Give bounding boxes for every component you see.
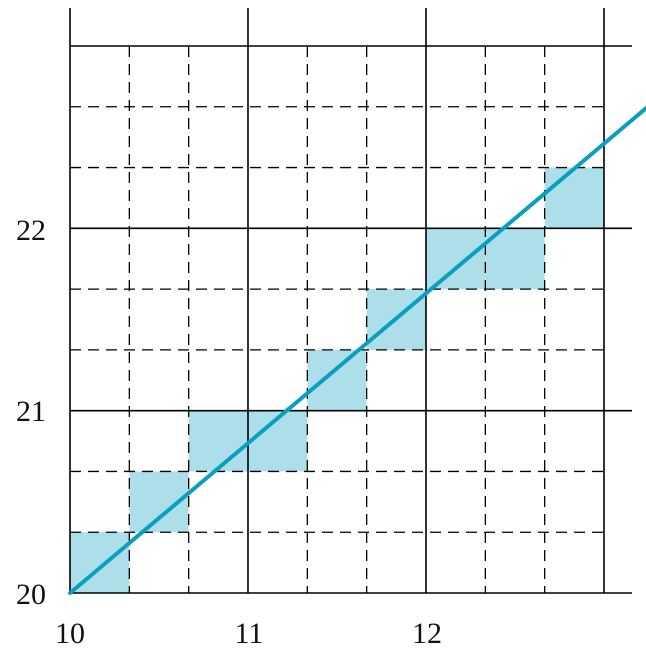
highlighted-cell	[426, 228, 486, 290]
highlighted-cell	[307, 349, 367, 411]
tick-labels: 10 11 12 20 21 22	[16, 214, 442, 648]
y-tick-label-21: 21	[16, 395, 46, 428]
y-tick-label-20: 20	[16, 578, 46, 611]
x-tick-label-10: 10	[55, 617, 85, 648]
line-layer	[68, 105, 646, 595]
y-tick-label-22: 22	[16, 214, 46, 247]
highlighted-cell	[485, 228, 545, 290]
highlighted-cells	[70, 167, 604, 593]
minor-grid	[70, 46, 604, 593]
x-tick-label-12: 12	[412, 617, 442, 648]
diagonal-line	[68, 105, 646, 595]
major-grid	[69, 8, 632, 594]
highlighted-cell	[188, 410, 248, 472]
highlighted-cell	[544, 167, 604, 229]
x-tick-label-11: 11	[235, 617, 264, 648]
